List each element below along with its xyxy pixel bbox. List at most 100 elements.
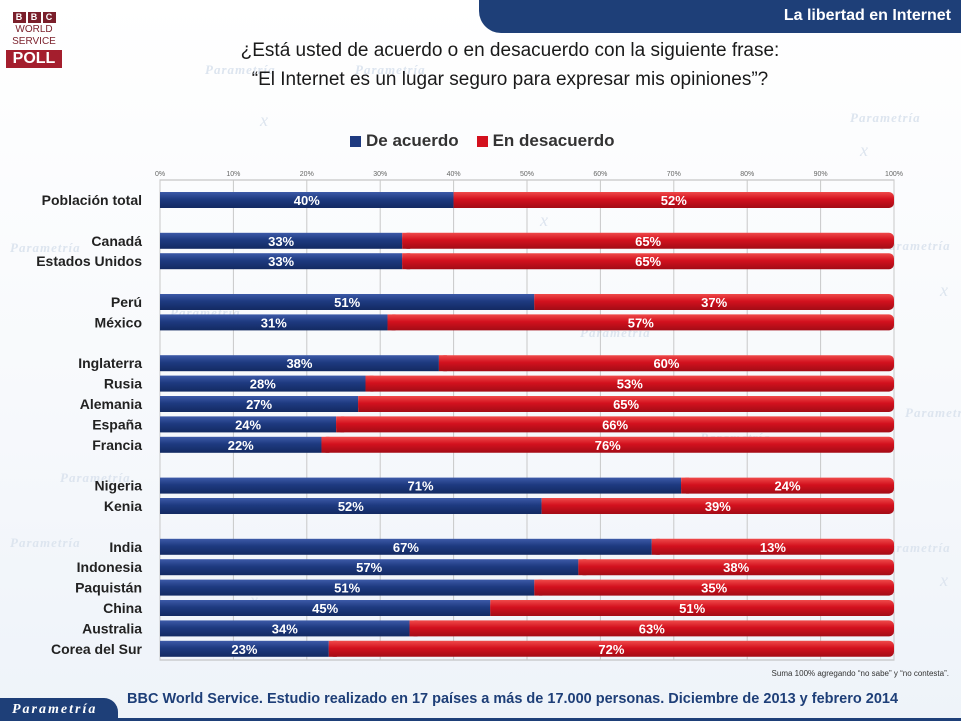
- parametria-logo: Parametría: [0, 698, 118, 721]
- watermark-text: Parametría: [880, 238, 951, 253]
- footnote: Suma 100% agregando “no sabe” y “no cont…: [771, 669, 949, 678]
- bar-en-desacuerdo-join: [651, 538, 660, 555]
- data-label-en-desacuerdo: 72%: [598, 642, 624, 657]
- data-label-de-acuerdo: 23%: [231, 642, 257, 657]
- category-label: Francia: [92, 437, 142, 453]
- data-label-de-acuerdo: 71%: [408, 479, 434, 494]
- x-tick-label: 90%: [814, 171, 828, 178]
- legend-item-en-desacuerdo: En desacuerdo: [476, 131, 615, 151]
- x-tick-label: 30%: [373, 171, 387, 178]
- bar-en-desacuerdo: [387, 314, 894, 331]
- watermark-glyph: x: [860, 140, 868, 160]
- data-label-en-desacuerdo: 52%: [661, 193, 687, 208]
- bar-en-desacuerdo-join: [409, 620, 418, 637]
- bar-en-desacuerdo: [402, 232, 894, 249]
- bar-en-desacuerdo: [453, 192, 894, 208]
- data-label-en-desacuerdo: 76%: [595, 438, 621, 453]
- category-label: España: [92, 416, 142, 432]
- category-label: Alemania: [80, 396, 142, 412]
- x-tick-label: 100%: [885, 171, 903, 178]
- bar-en-desacuerdo-join: [453, 192, 462, 208]
- watermark-text: Parametría: [10, 240, 81, 255]
- x-tick-label: 0%: [155, 171, 165, 178]
- bbc-letter: B: [12, 12, 26, 23]
- category-label: México: [95, 314, 142, 330]
- data-label-de-acuerdo: 33%: [268, 254, 294, 269]
- bar-en-desacuerdo: [541, 498, 894, 514]
- legend-item-de-acuerdo: De acuerdo: [350, 131, 459, 151]
- watermark-glyph: x: [260, 110, 268, 130]
- bar-en-desacuerdo: [409, 620, 894, 637]
- bar-en-desacuerdo-join: [541, 498, 550, 514]
- x-tick-label: 60%: [593, 171, 607, 178]
- category-label: Indonesia: [77, 559, 143, 575]
- legend-label: De acuerdo: [366, 131, 459, 150]
- data-label-en-desacuerdo: 60%: [653, 356, 679, 371]
- watermark-text: Parametría: [355, 62, 426, 77]
- watermark-text: Parametría: [60, 470, 131, 485]
- legend-swatch: [476, 135, 488, 147]
- bar-de-acuerdo: [160, 314, 388, 331]
- watermark-text: Parametría: [10, 535, 81, 550]
- footer-rule: [118, 718, 961, 721]
- bar-en-desacuerdo-join: [402, 232, 411, 249]
- bar-de-acuerdo: [160, 436, 322, 453]
- data-label-de-acuerdo: 38%: [286, 356, 312, 371]
- bbc-blocks: B B C: [8, 12, 60, 23]
- data-label-de-acuerdo: 52%: [338, 499, 364, 514]
- data-label-en-desacuerdo: 39%: [705, 499, 731, 514]
- logo-poll: POLL: [6, 50, 62, 68]
- bar-de-acuerdo: [160, 396, 359, 412]
- question-line-2: “El Internet es un lugar seguro para exp…: [251, 69, 769, 90]
- legend-label: En desacuerdo: [492, 131, 615, 150]
- category-label: India: [109, 539, 142, 555]
- bar-en-desacuerdo-join: [681, 477, 690, 494]
- data-label-de-acuerdo: 51%: [334, 295, 360, 310]
- bar-en-desacuerdo: [534, 579, 894, 596]
- logo-world: WORLD: [15, 24, 53, 35]
- data-label-de-acuerdo: 45%: [312, 601, 338, 616]
- watermark-text: Parametría: [850, 110, 921, 125]
- bar-en-desacuerdo: [321, 436, 895, 453]
- bar-en-desacuerdo: [490, 600, 894, 616]
- x-tick-label: 70%: [667, 171, 681, 178]
- x-tick-label: 20%: [300, 171, 314, 178]
- bar-en-desacuerdo-join: [534, 294, 543, 310]
- x-tick-label: 80%: [740, 171, 754, 178]
- bar-de-acuerdo: [160, 416, 337, 433]
- watermark-glyph: x: [540, 210, 548, 230]
- data-label-en-desacuerdo: 13%: [760, 540, 786, 555]
- bar-en-desacuerdo-join: [358, 396, 367, 412]
- bar-en-desacuerdo: [681, 477, 894, 494]
- logo-service: SERVICE: [12, 36, 56, 47]
- chart-legend: De acuerdo En desacuerdo: [350, 131, 632, 151]
- data-label-en-desacuerdo: 51%: [679, 601, 705, 616]
- category-label: Estados Unidos: [36, 253, 142, 269]
- bar-de-acuerdo: [160, 375, 366, 392]
- data-label-de-acuerdo: 40%: [294, 193, 320, 208]
- bar-en-desacuerdo: [578, 559, 894, 576]
- data-label-en-desacuerdo: 66%: [602, 417, 628, 432]
- bar-de-acuerdo: [160, 620, 410, 637]
- data-label-en-desacuerdo: 63%: [639, 621, 665, 636]
- bar-en-desacuerdo: [328, 640, 894, 657]
- data-label-de-acuerdo: 22%: [228, 438, 254, 453]
- bar-en-desacuerdo: [651, 538, 894, 555]
- bar-en-desacuerdo: [336, 416, 894, 433]
- category-label: Población total: [42, 192, 142, 208]
- category-label: Australia: [82, 620, 142, 636]
- category-label: Corea del Sur: [51, 641, 143, 657]
- bar-de-acuerdo: [160, 355, 439, 372]
- bar-de-acuerdo: [160, 253, 403, 270]
- watermark-text: Parametría: [205, 62, 276, 77]
- bbc-letter: B: [27, 12, 41, 23]
- bar-de-acuerdo: [160, 640, 329, 657]
- data-label-de-acuerdo: 24%: [235, 417, 261, 432]
- data-label-de-acuerdo: 51%: [334, 581, 360, 596]
- category-label: Kenia: [104, 498, 142, 514]
- data-label-de-acuerdo: 28%: [250, 377, 276, 392]
- question-line-1: ¿Está usted de acuerdo o en desacuerdo c…: [240, 40, 780, 61]
- category-label: Inglaterra: [78, 355, 142, 371]
- data-label-de-acuerdo: 67%: [393, 540, 419, 555]
- x-tick-label: 40%: [447, 171, 461, 178]
